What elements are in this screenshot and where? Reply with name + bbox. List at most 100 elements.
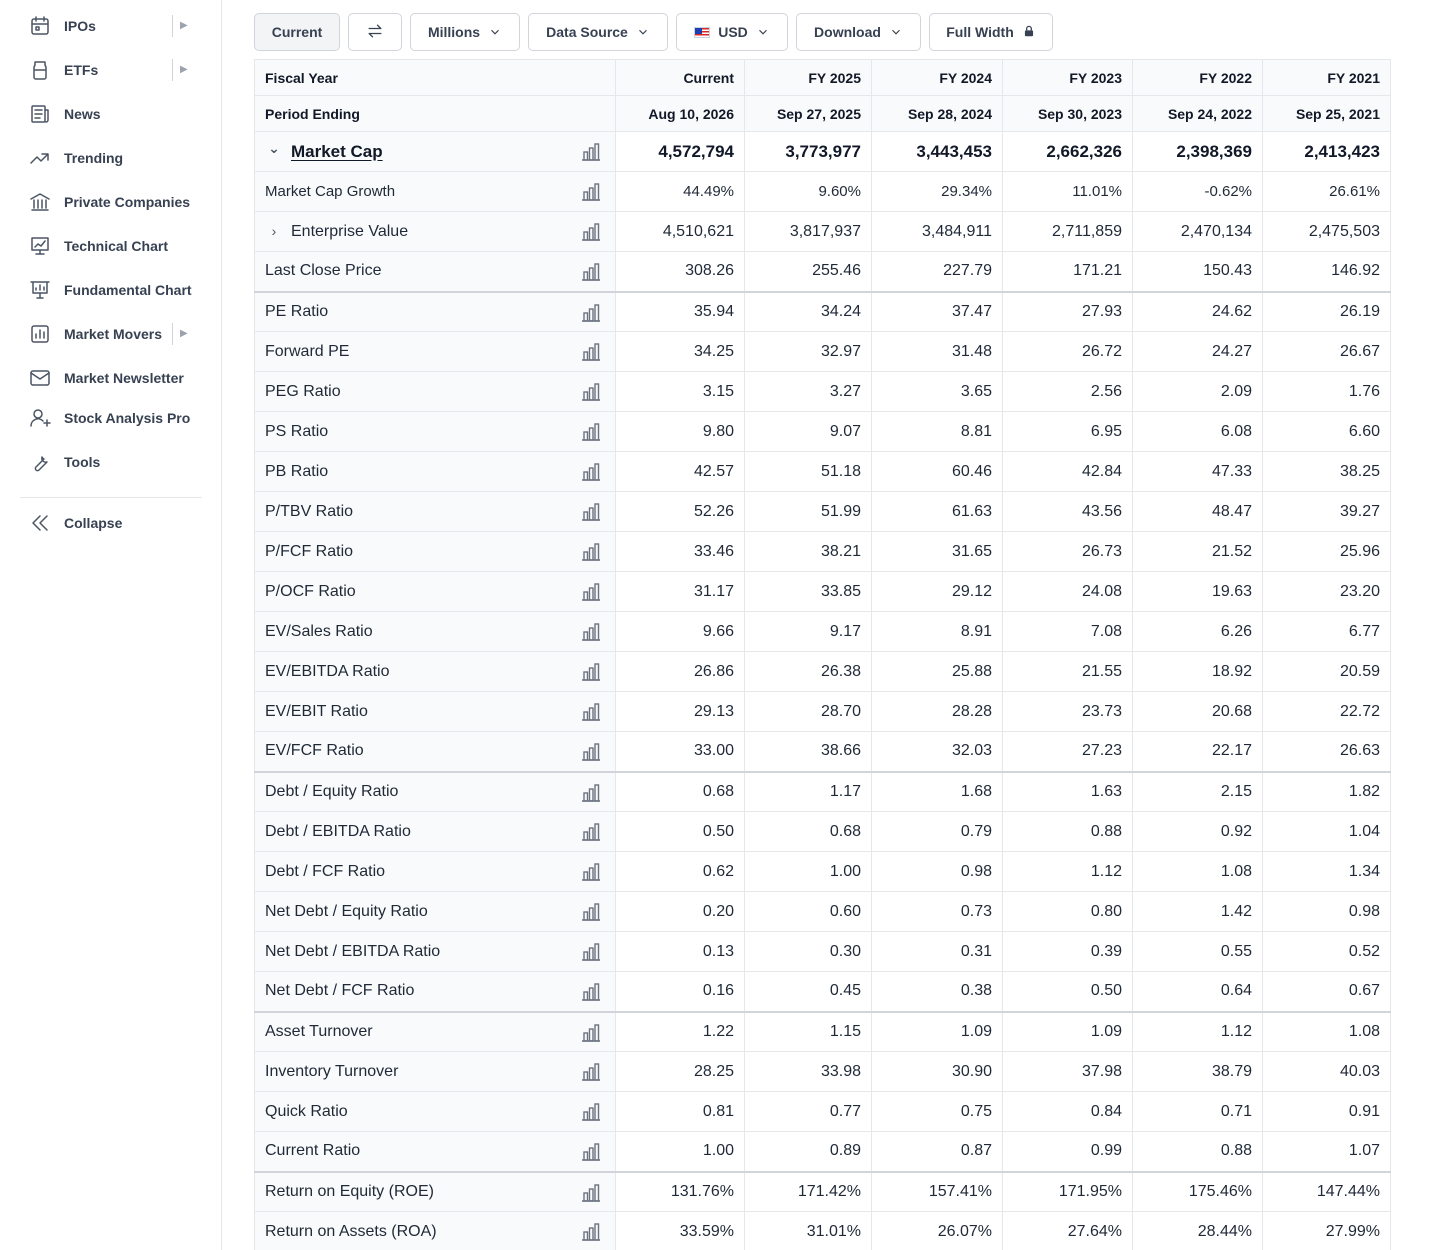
sidebar-item-market-newsletter[interactable]: Market Newsletter [20, 358, 202, 398]
bar-chart-icon[interactable] [581, 463, 601, 481]
user-plus-icon [20, 406, 64, 430]
bar-chart-icon[interactable] [581, 303, 601, 322]
table-cell: 0.30 [744, 931, 872, 972]
table-cell: 28.25 [615, 1051, 745, 1092]
data-source-dropdown[interactable]: Data Source [528, 13, 668, 51]
sidebar-item-market-movers[interactable]: Market Movers ▶ [20, 314, 202, 354]
currency-dropdown[interactable]: USD [676, 13, 788, 51]
bar-chart-icon[interactable] [581, 703, 601, 721]
sidebar-item-stock-analysis-pro[interactable]: Stock Analysis Pro [20, 398, 202, 438]
row-label: Debt / EBITDA Ratio [265, 822, 411, 840]
row-label[interactable]: Market Cap [291, 141, 383, 161]
bar-chart-icon[interactable] [581, 863, 601, 881]
swap-button[interactable] [348, 13, 402, 51]
bar-chart-icon[interactable] [581, 983, 601, 1001]
row-label-cell: PS Ratio [254, 411, 616, 452]
column-header-year: Current [615, 59, 745, 96]
sidebar-item-etfs[interactable]: ETFs ▶ [20, 50, 202, 90]
bar-chart-icon[interactable] [581, 1183, 601, 1202]
current-label: Current [271, 24, 323, 40]
table-cell: 0.45 [744, 971, 872, 1012]
table-cell: 20.59 [1262, 651, 1391, 692]
bar-chart-icon[interactable] [581, 1143, 601, 1161]
chevron-down-icon[interactable]: ⌄ [268, 139, 280, 156]
bar-chart-icon[interactable] [581, 223, 601, 241]
table-cell: 26.73 [1002, 531, 1133, 572]
newspaper-icon [20, 102, 64, 126]
bar-chart-icon[interactable] [581, 263, 601, 281]
table-cell: 1.76 [1262, 371, 1391, 412]
table-cell: 31.48 [871, 331, 1003, 372]
bar-chart-icon[interactable] [581, 583, 601, 601]
table-cell: 3,484,911 [871, 211, 1003, 252]
swap-arrows-icon [365, 21, 385, 44]
row-label: PE Ratio [265, 302, 329, 320]
bar-chart-icon[interactable] [581, 903, 601, 921]
bar-chart-icon[interactable] [581, 1023, 601, 1042]
bar-chart-icon[interactable] [581, 503, 601, 521]
bar-chart-icon[interactable] [581, 1103, 601, 1121]
row-label-cell: EV/FCF Ratio [254, 731, 616, 772]
table-cell: 0.64 [1132, 971, 1263, 1012]
expand-arrow-icon[interactable]: ▶ [172, 59, 188, 81]
table-cell: 1.12 [1002, 851, 1133, 892]
bar-chart-icon[interactable] [581, 823, 601, 841]
table-cell: 37.98 [1002, 1051, 1133, 1092]
table-cell: 1.04 [1262, 811, 1391, 852]
row-label: Net Debt / Equity Ratio [265, 902, 428, 920]
table-cell: 0.68 [615, 770, 745, 812]
bar-chart-icon[interactable] [581, 743, 601, 761]
bar-chart-icon[interactable] [581, 623, 601, 641]
table-row: Last Close Price 308.26 255.46 227.79 171.21… [254, 251, 1391, 292]
download-dropdown[interactable]: Download [796, 13, 921, 51]
table-cell: 0.98 [871, 851, 1003, 892]
sidebar-item-private-companies[interactable]: Private Companies [20, 182, 202, 222]
table-cell: 2,711,859 [1002, 211, 1133, 252]
chevron-right-icon[interactable]: › [271, 222, 277, 239]
row-label-cell: Net Debt / FCF Ratio [254, 971, 616, 1012]
bar-chart-icon[interactable] [581, 1063, 601, 1081]
sidebar-item-technical-chart[interactable]: Technical Chart [20, 226, 202, 266]
table-cell: 0.55 [1132, 931, 1263, 972]
bar-chart-icon[interactable] [581, 343, 601, 361]
units-dropdown[interactable]: Millions [410, 13, 520, 51]
bar-chart-icon[interactable] [581, 943, 601, 961]
table-row: Return on Assets (ROA) 33.59% 31.01% 26.07%… [254, 1211, 1391, 1250]
row-label-cell: PEG Ratio [254, 371, 616, 412]
bar-chart-icon[interactable] [581, 143, 601, 161]
expand-arrow-icon[interactable]: ▶ [172, 323, 188, 345]
collapse-button[interactable]: Collapse [20, 503, 202, 543]
chevron-down-icon [892, 29, 900, 35]
table-cell: 60.46 [871, 451, 1003, 492]
bar-chart-icon[interactable] [581, 543, 601, 561]
sidebar-item-label: Stock Analysis Pro [64, 410, 191, 426]
sidebar-item-trending[interactable]: Trending [20, 138, 202, 178]
us-flag-icon [694, 26, 711, 38]
table-row: Debt / Equity Ratio 0.68 1.17 1.68 1.63 2.15 1… [254, 770, 1391, 812]
sidebar-item-news[interactable]: News [20, 94, 202, 134]
bar-chart-icon[interactable] [581, 663, 601, 681]
sidebar-item-ipos[interactable]: IPOs ▶ [20, 6, 202, 46]
table-cell: 19.63 [1132, 571, 1263, 612]
expand-arrow-icon[interactable]: ▶ [172, 15, 188, 37]
sidebar-item-fundamental-chart[interactable]: Fundamental Chart [20, 270, 202, 310]
table-cell: 0.67 [1262, 971, 1391, 1012]
bar-chart-icon[interactable] [581, 423, 601, 441]
full-width-button[interactable]: Full Width [929, 13, 1053, 51]
bar-chart-icon[interactable] [581, 183, 601, 201]
currency-label: USD [718, 24, 748, 40]
row-label: P/OCF Ratio [265, 582, 356, 600]
sidebar-item-tools[interactable]: Tools [20, 442, 202, 482]
row-label-cell: PB Ratio [254, 451, 616, 492]
row-label: Net Debt / FCF Ratio [265, 982, 415, 1000]
table-row: ⌄ Market Cap 4,572,794 3,773,977 3,443,453 2,… [254, 131, 1391, 172]
table-cell: 34.24 [744, 290, 872, 332]
table-cell: 31.01% [744, 1211, 872, 1250]
bar-chart-icon[interactable] [581, 783, 601, 802]
bar-chart-icon[interactable] [581, 383, 601, 401]
table-row: Net Debt / EBITDA Ratio 0.13 0.30 0.31 0.39 0… [254, 931, 1391, 972]
bar-chart-icon[interactable] [581, 1223, 601, 1241]
table-cell: 21.55 [1002, 651, 1133, 692]
current-button[interactable]: Current [254, 13, 340, 51]
table-cell: 1.12 [1132, 1010, 1263, 1052]
